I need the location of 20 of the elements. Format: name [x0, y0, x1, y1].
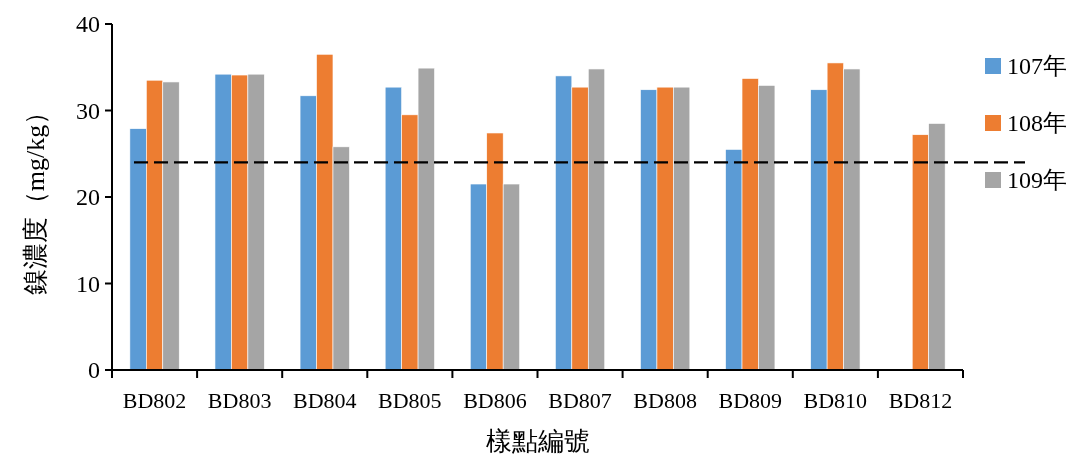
x-tick-label: BD803	[207, 388, 272, 413]
x-tick-label: BD807	[548, 388, 612, 413]
legend-label: 108年	[1007, 110, 1067, 136]
x-axis-title: 樣點編號	[485, 427, 590, 456]
x-tick-label: BD809	[718, 388, 783, 413]
x-tick-label: BD805	[378, 388, 442, 413]
y-tick-label: 10	[76, 270, 100, 297]
legend-label: 109年	[1007, 167, 1067, 193]
x-tick-label: BD804	[292, 388, 357, 413]
legend-label: 107年	[1007, 53, 1067, 79]
y-tick-label: 30	[76, 97, 100, 124]
y-tick-label: 20	[76, 184, 100, 210]
x-tick-label: BD810	[803, 388, 868, 413]
y-tick-label: 0	[88, 357, 100, 383]
y-tick-label: 40	[76, 11, 100, 37]
x-tick-label: BD806	[463, 388, 527, 413]
x-tick-label: BD802	[122, 388, 187, 413]
x-tick-label: BD812	[888, 388, 953, 413]
x-tick-label: BD808	[633, 388, 697, 413]
y-axis-title: 鎳濃度（mg/kg）	[21, 98, 50, 296]
